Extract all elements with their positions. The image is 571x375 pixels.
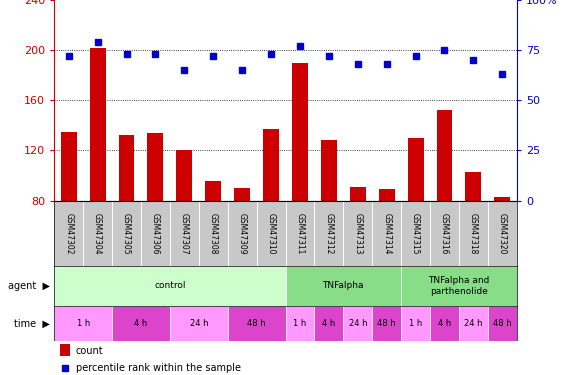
Text: GSM47320: GSM47320 (498, 213, 507, 254)
Text: agent  ▶: agent ▶ (7, 281, 50, 291)
Bar (60, 344, 70, 356)
Text: 4 h: 4 h (134, 319, 147, 328)
Bar (437, 110, 452, 201)
Text: GSM47302: GSM47302 (64, 213, 73, 254)
Bar (343, 306, 372, 341)
Text: GSM47308: GSM47308 (209, 213, 218, 254)
Bar (286, 306, 315, 341)
Text: GSM47307: GSM47307 (180, 213, 189, 254)
Bar (401, 266, 517, 306)
Bar (263, 129, 279, 201)
Text: GSM47306: GSM47306 (151, 213, 160, 254)
Bar (408, 138, 424, 201)
Text: GSM47305: GSM47305 (122, 213, 131, 254)
Text: count: count (76, 346, 103, 356)
Bar (401, 306, 430, 341)
Text: 24 h: 24 h (464, 319, 482, 328)
Bar (459, 306, 488, 341)
Text: control: control (154, 281, 186, 290)
Text: 48 h: 48 h (377, 319, 396, 328)
Bar (228, 306, 286, 341)
Text: GSM47304: GSM47304 (93, 213, 102, 254)
Text: TNFalpha: TNFalpha (323, 281, 364, 290)
Text: percentile rank within the sample: percentile rank within the sample (76, 363, 241, 373)
Text: GSM47311: GSM47311 (295, 213, 304, 254)
Bar (234, 188, 250, 201)
Bar (488, 306, 517, 341)
Bar (465, 172, 481, 201)
Bar (54, 306, 112, 341)
Text: 24 h: 24 h (190, 319, 208, 328)
Text: 4 h: 4 h (438, 319, 451, 328)
Text: 48 h: 48 h (247, 319, 266, 328)
Bar (112, 306, 170, 341)
Bar (292, 63, 308, 201)
Text: 1 h: 1 h (293, 319, 307, 328)
Text: GSM47309: GSM47309 (238, 213, 247, 254)
Bar (206, 181, 221, 201)
Text: 48 h: 48 h (493, 319, 512, 328)
Bar (147, 133, 163, 201)
Text: GSM47312: GSM47312 (324, 213, 333, 254)
Bar (61, 132, 77, 201)
Bar (430, 306, 459, 341)
Bar (321, 141, 337, 201)
Text: GSM47310: GSM47310 (267, 213, 276, 254)
Text: TNFalpha and
parthenolide: TNFalpha and parthenolide (428, 276, 489, 296)
Text: GSM47316: GSM47316 (440, 213, 449, 254)
Bar (176, 150, 192, 201)
Text: GSM47318: GSM47318 (469, 213, 478, 254)
Bar (494, 197, 510, 201)
Bar (90, 48, 106, 201)
Bar (379, 189, 395, 201)
Bar (372, 306, 401, 341)
Bar (54, 266, 286, 306)
Bar (170, 306, 228, 341)
Bar (286, 266, 401, 306)
Text: time  ▶: time ▶ (14, 318, 50, 328)
Text: 1 h: 1 h (409, 319, 422, 328)
Text: GSM47313: GSM47313 (353, 213, 362, 254)
Bar (315, 306, 343, 341)
Text: 24 h: 24 h (348, 319, 367, 328)
Bar (350, 187, 365, 201)
Text: 1 h: 1 h (77, 319, 90, 328)
Text: GSM47314: GSM47314 (382, 213, 391, 254)
Text: GSM47315: GSM47315 (411, 213, 420, 254)
Bar (119, 135, 134, 201)
Text: 4 h: 4 h (322, 319, 336, 328)
